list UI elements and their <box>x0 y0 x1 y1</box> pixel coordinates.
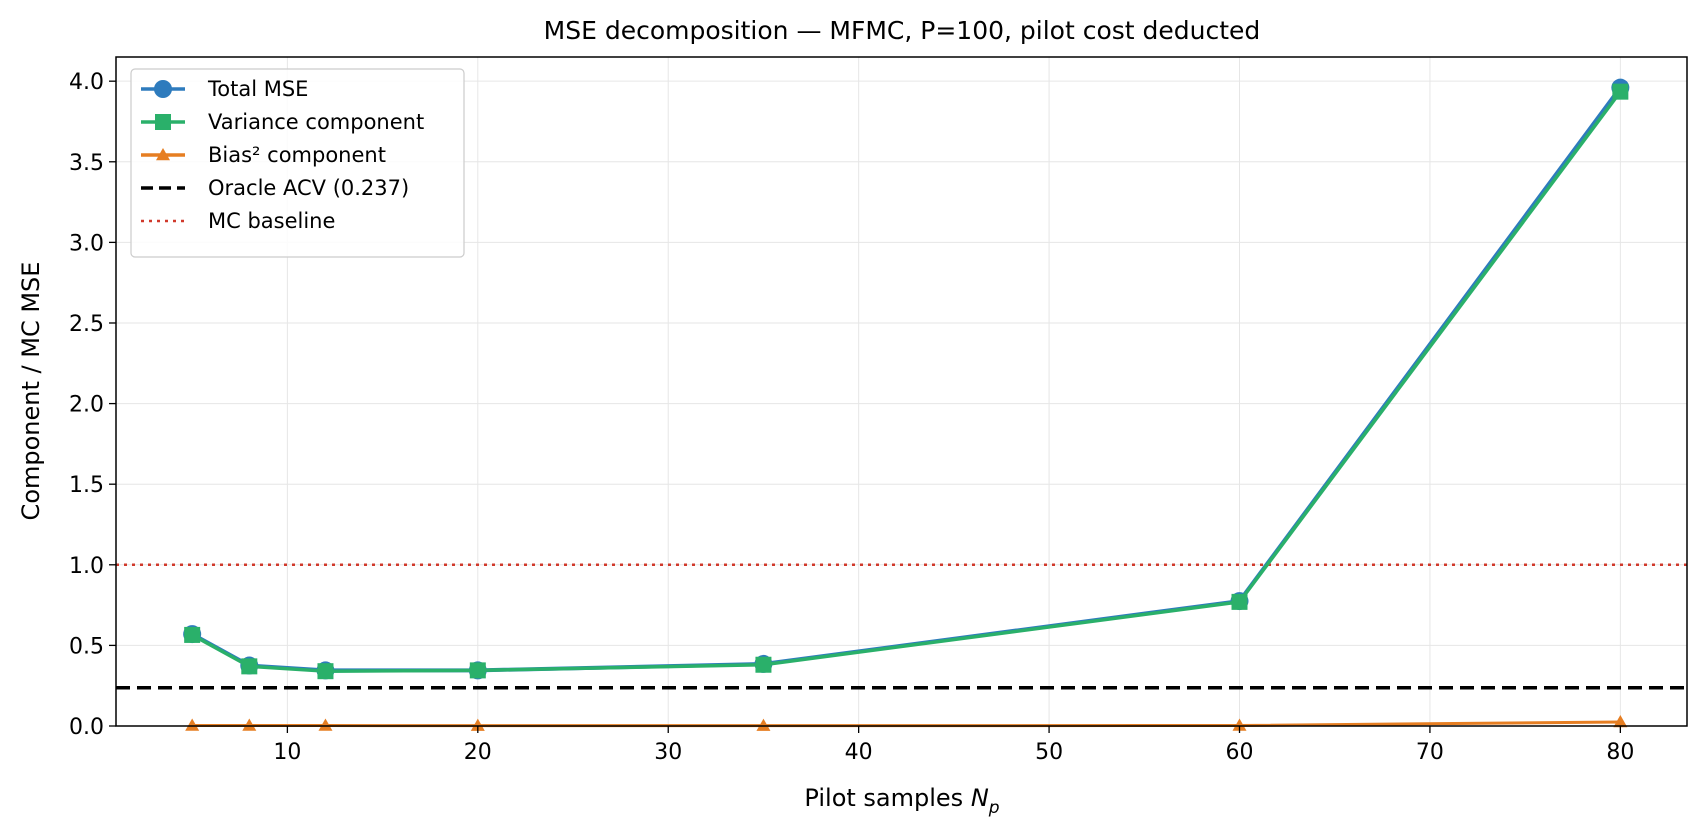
axis-ticks: 10 20 30 40 50 60 70 80 0.0 0.5 1.0 1.5 2.0 2.5 3.0 3.5… <box>69 70 1634 765</box>
data-point <box>1231 593 1248 610</box>
y-tick-label: 0.0 <box>69 715 104 740</box>
y-tick-label: 0.5 <box>69 634 104 659</box>
data-point <box>317 663 334 680</box>
legend-box <box>130 68 465 258</box>
legend-label: Total MSE <box>207 77 308 101</box>
data-point <box>1612 83 1629 100</box>
data-point <box>184 626 201 643</box>
y-axis-label: Component / MC MSE <box>17 262 45 521</box>
plot-frame <box>115 56 1688 727</box>
x-axis-label: Pilot samples Np <box>804 784 999 818</box>
y-tick-label: 1.5 <box>69 473 104 498</box>
y-tick-label: 4.0 <box>69 70 104 95</box>
data-point <box>318 718 333 731</box>
x-axis-label-symbol: N <box>971 784 989 812</box>
data-point <box>756 718 771 731</box>
x-tick-label: 50 <box>1035 740 1063 765</box>
y-tick-label: 3.0 <box>69 231 104 256</box>
x-axis-label-subscript: p <box>988 798 1000 818</box>
x-tick-label: 10 <box>273 740 301 765</box>
legend-marker <box>155 114 171 130</box>
data-point <box>1613 714 1628 728</box>
data-point <box>1232 718 1247 731</box>
legend-label: Variance component <box>208 110 424 134</box>
legend-label: MC baseline <box>208 209 335 233</box>
data-point <box>469 662 486 679</box>
data-point <box>470 718 485 731</box>
x-tick-label: 80 <box>1606 740 1634 765</box>
x-axis-label-main: Pilot samples <box>804 784 970 812</box>
legend-marker <box>154 80 172 98</box>
y-tick-label: 2.0 <box>69 393 104 418</box>
chart-title: MSE decomposition — MFMC, P=100, pilot c… <box>544 16 1261 45</box>
x-tick-label: 40 <box>845 740 873 765</box>
y-tick-label: 1.0 <box>69 554 104 579</box>
legend-label: Oracle ACV (0.237) <box>208 176 409 200</box>
data-point <box>242 718 257 731</box>
data-point <box>755 656 772 673</box>
legend: Total MSE Variance component Bias² compone… <box>130 68 465 258</box>
x-tick-label: 30 <box>654 740 682 765</box>
data-point <box>241 658 258 675</box>
data-point <box>185 718 200 731</box>
x-tick-label: 70 <box>1416 740 1444 765</box>
legend-label: Bias² component <box>208 143 386 167</box>
y-tick-label: 3.5 <box>69 151 104 176</box>
x-tick-label: 20 <box>464 740 492 765</box>
y-tick-label: 2.5 <box>69 312 104 337</box>
x-tick-label: 60 <box>1226 740 1254 765</box>
legend-marker <box>156 148 170 161</box>
